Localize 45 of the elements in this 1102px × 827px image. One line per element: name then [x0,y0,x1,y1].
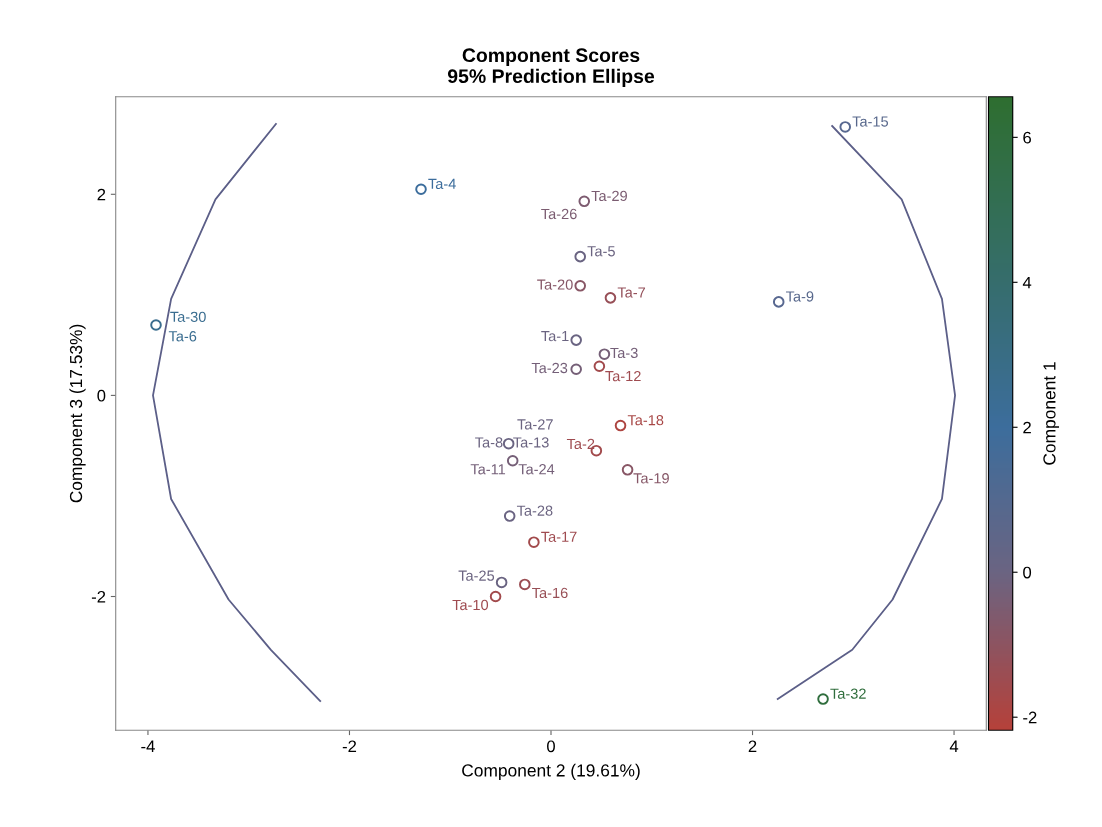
annotation: Ta-5 [587,246,615,257]
annotation: Ta-16 [532,587,568,599]
annotation: Ta-13 [513,437,549,448]
annotation: Ta-19 [633,473,669,484]
y-tick-label: 2 [97,188,106,201]
annotation: Ta-18 [627,414,664,426]
y-axis-title: Component 3 (17.53%) [69,324,86,503]
annotation: Ta-4 [428,178,456,190]
annotation: Ta-9 [785,291,814,302]
y-tick-label: 0 [97,389,106,402]
annotation: Ta-1 [541,331,569,342]
annotation: Ta-30 [170,311,206,322]
annotation: Ta-29 [591,190,627,202]
annotation: Ta-28 [516,505,553,516]
annotation: Ta-27 [517,419,553,430]
color-bar-label: 4 [1022,276,1032,289]
annotation: Ta-15 [852,116,889,127]
x-axis-title: Component 2 (19.61%) [462,763,640,781]
x-tick-label: -2 [342,740,357,753]
y-tick-label: -2 [91,590,106,603]
x-tick-label: -4 [141,740,155,753]
annotation: Ta-7 [617,287,646,298]
color-bar-label: 6 [1023,131,1031,144]
annotation: Ta-6 [168,331,197,342]
annotation: Ta-25 [458,570,495,581]
annotation: Ta-32 [830,688,866,699]
annotation: Ta-2 [566,438,595,450]
x-tick-label: 4 [949,740,959,753]
annotation: Ta-24 [518,464,555,475]
annotation: Ta-20 [537,279,573,290]
color-bar-title: Component 1 [1043,362,1060,465]
annotation: Ta-11 [470,464,506,475]
annotation: Ta-3 [610,347,638,359]
annotation: Ta-8 [475,437,503,448]
annotation: Ta-12 [605,370,641,382]
annotation: Ta-10 [452,599,489,611]
x-tick-label: 2 [748,740,757,753]
color-bar-label: 0 [1023,566,1032,579]
annotation: Ta-26 [541,208,577,220]
color-bar-label: 2 [1023,421,1031,434]
color-bar-label: -2 [1023,711,1037,724]
chart-title: Component Scores 95% Prediction Ellipse [447,48,655,87]
annotation: Ta-17 [541,531,577,542]
annotation: Ta-23 [531,362,568,374]
x-tick-label: 0 [547,740,555,753]
